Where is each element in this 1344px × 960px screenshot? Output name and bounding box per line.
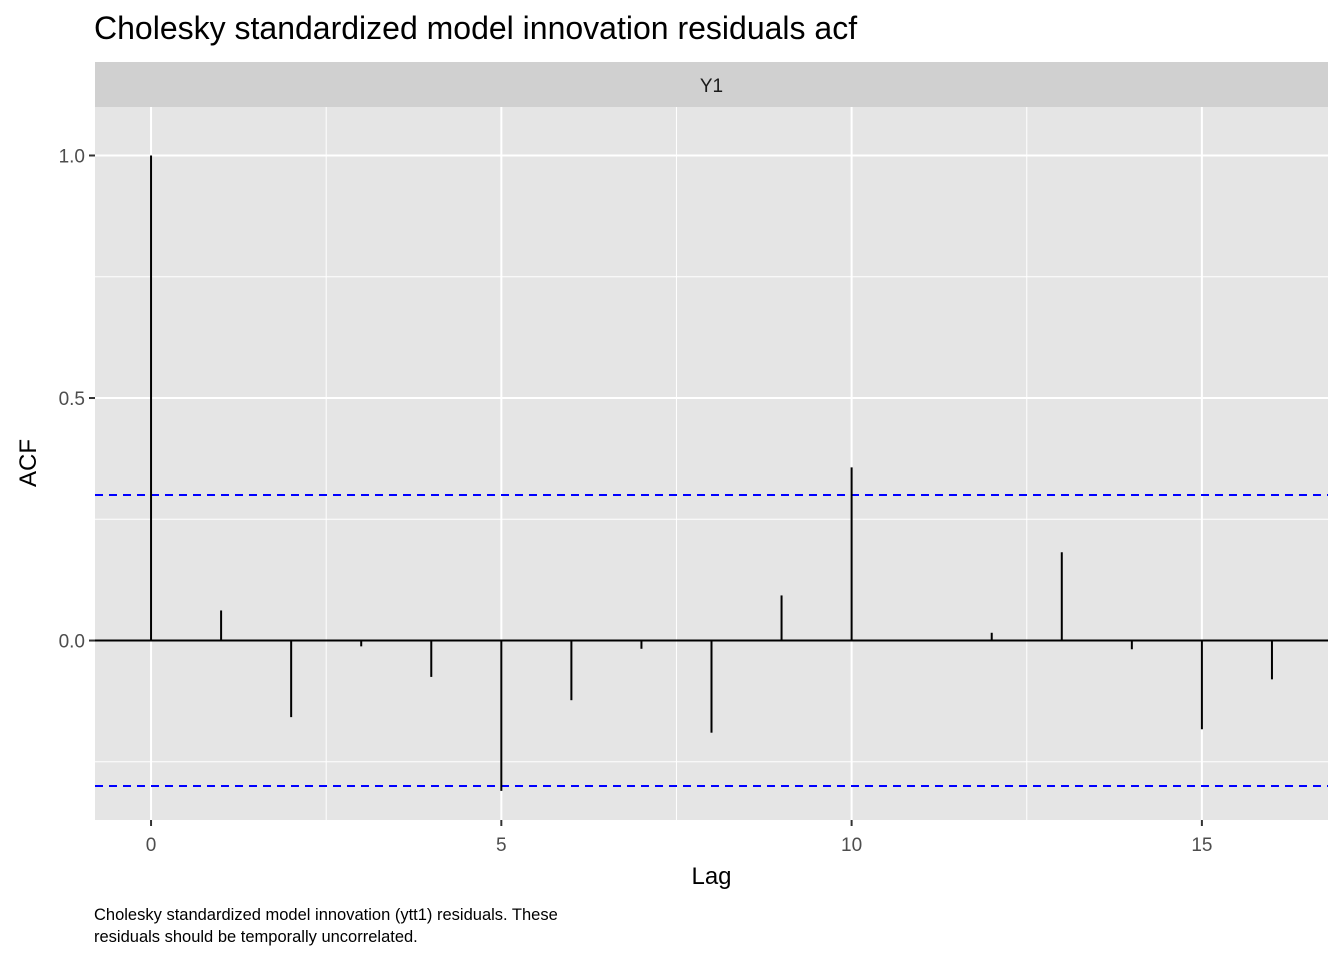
x-tick-label: 0 [146, 835, 157, 856]
x-axis-title: Lag [691, 863, 731, 890]
y-tick-label: 0.0 [59, 632, 85, 653]
x-tick-label: 15 [1191, 835, 1212, 856]
y-tick-label: 1.0 [59, 147, 85, 168]
chart-title: Cholesky standardized model innovation r… [94, 10, 857, 46]
x-tick-label: 10 [841, 835, 862, 856]
minor-gridlines [95, 107, 1328, 820]
x-axis: 0 5 10 15 [146, 820, 1212, 856]
x-tick-label: 5 [496, 835, 507, 856]
caption-line-2: residuals should be temporally uncorrela… [94, 928, 418, 946]
y-axis: 0.0 0.5 1.0 [59, 147, 95, 653]
facet-label: Y1 [700, 76, 723, 97]
y-tick-label: 0.5 [59, 389, 85, 410]
facet-strip [95, 62, 1328, 107]
caption-line-1: Cholesky standardized model innovation (… [94, 906, 558, 924]
acf-spikes [150, 155, 1273, 791]
confidence-bounds [95, 494, 1328, 788]
y-axis-title: ACF [15, 439, 42, 487]
